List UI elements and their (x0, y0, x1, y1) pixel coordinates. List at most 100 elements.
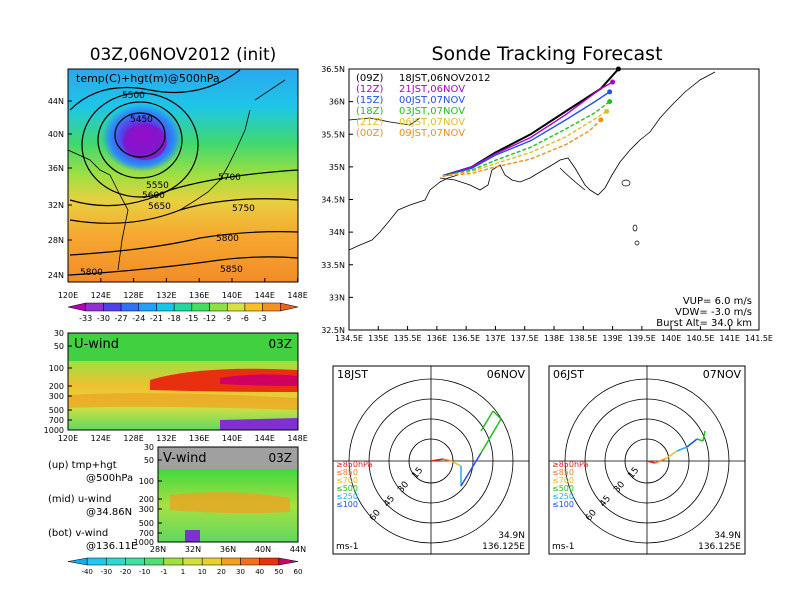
contour-label: 5550 (146, 181, 169, 191)
coastline (559, 167, 586, 191)
lon-tick-label: 137E (485, 334, 505, 343)
pressure-tick-label: 300 (139, 505, 154, 514)
level-legend: ≤850 (336, 468, 358, 477)
lat-tick-label: 34.5N (321, 196, 345, 205)
colorbar-cell (182, 557, 203, 566)
colorbar-cell (240, 557, 260, 566)
track-line (442, 81, 613, 177)
lon-tick-label: 140E (222, 434, 242, 443)
location-lat: 34.9N (714, 531, 741, 541)
contour-label: 5600 (142, 191, 165, 201)
legend-tag: (00Z) (356, 128, 383, 139)
legend-tag: (09Z) (356, 73, 383, 84)
lon-tick-label: 120E (58, 434, 78, 443)
contour-label: 5450 (130, 115, 153, 125)
right-title: Sonde Tracking Forecast (431, 43, 662, 65)
lon-tick-label: 136E (189, 291, 209, 300)
colorbar-label: 30 (236, 568, 245, 576)
lat-tick-label: 33.5N (321, 261, 345, 270)
contour-label: 5800 (80, 268, 103, 278)
panel-description: (up) tmp+hgt @500hPa (mid) u-wind @34.86… (48, 460, 137, 552)
level-legend: ≤250 (552, 492, 574, 501)
lat-tick-label: 32N (185, 545, 201, 554)
level-legend: ≥850hPa (552, 460, 589, 469)
hodograph-segment (702, 430, 706, 442)
legend-text: 09JST,07NOV (399, 128, 465, 139)
legend-tag: (18Z) (356, 106, 383, 117)
lat-tick-label: 35.5N (321, 130, 345, 139)
island (634, 240, 640, 246)
hodograph-segment (686, 438, 698, 448)
colorbar-cell (85, 302, 104, 312)
vdw-value: VDW= -3.0 m/s (675, 307, 752, 318)
lat-tick-label: 40N (255, 545, 271, 554)
pressure-tick-label: 30 (54, 329, 64, 338)
map500-panel: 5500 5450 5550 5600 5650 5700 5750 5800 … (48, 68, 308, 323)
track-landing-point (607, 89, 613, 95)
desc-up-2: @500hPa (86, 473, 133, 484)
lon-tick-label: 140E (661, 334, 681, 343)
lon-tick-label: 140.5E (686, 334, 714, 343)
map500-label: temp(C)+hgt(m)@500hPa (76, 72, 220, 85)
hodograph-time: 06JST (553, 368, 584, 381)
colorbar-label: -3 (259, 314, 267, 323)
lat-tick-label: 36N (48, 164, 64, 173)
colorbar-cell (278, 557, 299, 566)
colorbar-cell (156, 302, 175, 312)
contour-label: 5750 (232, 204, 255, 214)
desc-mid-2: @34.86N (86, 507, 132, 518)
colorbar-cell (262, 302, 281, 312)
colorbar-label: 50 (274, 568, 283, 576)
level-legend: ≥850hPa (336, 460, 373, 469)
vwind-time: 03Z (269, 451, 293, 465)
uwind-label: U-wind (74, 337, 119, 352)
lat-tick-labels: 36.5N 36N 35.5N 35N 34.5N 34N 33.5N 33N 32.5N (321, 65, 353, 335)
lon-tick-label: 136E (189, 434, 209, 443)
level-legend: ≤700 (552, 476, 574, 485)
hodograph-time: 18JST (337, 368, 368, 381)
location-lon: 136.125E (482, 542, 525, 552)
colorbar-label: -6 (241, 314, 249, 323)
contour-label: 5850 (220, 265, 243, 275)
track-line (442, 110, 608, 177)
colorbar-cell (191, 302, 210, 312)
track-landing-point (604, 108, 610, 114)
lon-tick-label: 134.5E (335, 334, 363, 343)
track-landing-point (598, 117, 604, 123)
hodograph-segment (696, 438, 704, 442)
hodograph-18jst: 18JST 06NOV15304560≥850hPa≤850≤700≤500≤25… (332, 365, 530, 555)
lon-tick-label: 140E (222, 291, 242, 300)
colorbar-label: -30 (101, 568, 112, 576)
colorbar-cell (106, 557, 126, 566)
hodograph-segment (460, 452, 482, 487)
colorbar-label: -18 (168, 314, 181, 323)
colorbar-label: -20 (120, 568, 131, 576)
desc-bot-1: (bot) v-wind (48, 528, 108, 539)
colorbar-cell (86, 557, 107, 566)
coastline (439, 71, 716, 196)
lat-tick-label: 44N (290, 545, 306, 554)
colorbar-cell (244, 302, 263, 312)
lon-tick-label: 138.5E (569, 334, 597, 343)
contour-label: 5800 (216, 234, 239, 244)
location-lat: 34.9N (498, 531, 525, 541)
sonde-tracks (442, 66, 621, 177)
colorbar-cell (144, 557, 165, 566)
track-landing-point (610, 79, 616, 85)
legend-tag: (21Z) (356, 117, 383, 128)
coastline (348, 174, 459, 251)
colorbar-label: 1 (181, 568, 185, 576)
lon-tick-label: 148E (287, 291, 307, 300)
colorbar-label: -27 (115, 314, 128, 323)
lon-tick-label: 141E (720, 334, 740, 343)
colorbar-label: 60 (294, 568, 303, 576)
contour-label: 5650 (148, 202, 171, 212)
lat-tick-label: 32.5N (321, 326, 345, 335)
lat-tick-labels: 44N 40N 36N 32N 28N 24N (48, 97, 72, 280)
colorbar-label: -10 (139, 568, 150, 576)
lon-tick-label: 135E (368, 334, 388, 343)
track-panel: 36.5N 36N 35.5N 35N 34.5N 34N 33.5N 33N 32.5N 13… (321, 65, 773, 343)
